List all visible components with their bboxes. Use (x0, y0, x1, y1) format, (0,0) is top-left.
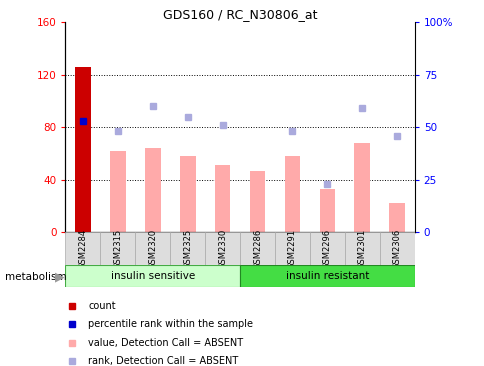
Bar (180, 156, 195, 232)
Text: metabolism: metabolism (5, 272, 66, 282)
Title: GDS160 / RC_N30806_at: GDS160 / RC_N30806_at (163, 8, 317, 21)
Text: GSM2286: GSM2286 (253, 229, 261, 269)
Bar (344, 232, 379, 265)
Bar (284, 156, 300, 232)
Text: GSM2330: GSM2330 (218, 229, 227, 269)
Bar (145, 148, 160, 232)
Text: insulin resistant: insulin resistant (285, 271, 368, 281)
Bar (274, 232, 309, 265)
Text: count: count (88, 301, 116, 311)
Bar (309, 232, 344, 265)
Text: GSM2301: GSM2301 (357, 229, 366, 269)
Bar (240, 265, 414, 287)
Bar (379, 232, 414, 265)
Text: ▶: ▶ (55, 270, 64, 283)
Bar (100, 232, 135, 265)
Bar (110, 151, 125, 232)
Bar (205, 232, 240, 265)
Bar (249, 171, 265, 232)
Text: rank, Detection Call = ABSENT: rank, Detection Call = ABSENT (88, 356, 238, 366)
Text: GSM2306: GSM2306 (392, 229, 401, 269)
Bar (354, 143, 369, 232)
Text: GSM2296: GSM2296 (322, 229, 331, 269)
Bar (389, 203, 404, 232)
Bar (170, 232, 205, 265)
Text: GSM2325: GSM2325 (183, 229, 192, 269)
Text: value, Detection Call = ABSENT: value, Detection Call = ABSENT (88, 337, 243, 348)
Bar (214, 165, 230, 232)
Text: GSM2315: GSM2315 (113, 229, 122, 269)
Text: insulin sensitive: insulin sensitive (110, 271, 195, 281)
Text: GSM2284: GSM2284 (78, 229, 87, 269)
Bar (65, 232, 100, 265)
Bar (319, 189, 334, 232)
Bar (75, 67, 91, 232)
Bar (240, 232, 274, 265)
Bar (65, 265, 240, 287)
Text: GSM2291: GSM2291 (287, 229, 296, 269)
Bar (135, 232, 170, 265)
Text: GSM2320: GSM2320 (148, 229, 157, 269)
Text: percentile rank within the sample: percentile rank within the sample (88, 319, 253, 329)
